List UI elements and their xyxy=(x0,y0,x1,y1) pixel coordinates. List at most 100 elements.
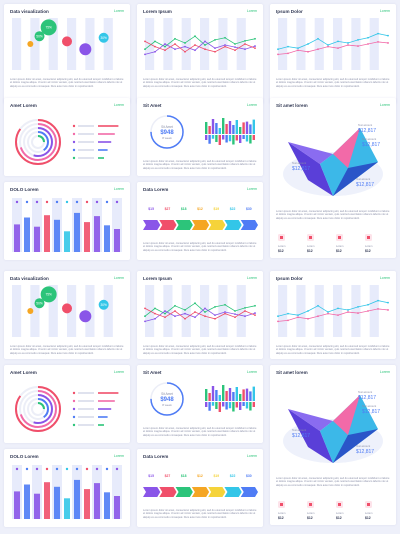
bar xyxy=(114,229,120,252)
arrow-step xyxy=(208,487,226,497)
card-link[interactable]: Lorem xyxy=(113,370,124,374)
card-link[interactable]: Lorem xyxy=(113,103,124,107)
bubble-label: 30% xyxy=(100,36,107,40)
grid-stripe xyxy=(296,18,306,70)
grid-stripe xyxy=(181,285,191,337)
bar-up xyxy=(252,386,255,401)
card-title: Sit Amet xyxy=(143,103,162,108)
legend-bar xyxy=(98,125,119,127)
stat-tile-glyph xyxy=(338,236,341,239)
bubble-point xyxy=(34,298,45,309)
series-point xyxy=(277,315,279,318)
shape-label-value: $12,817 xyxy=(358,128,376,134)
bar-down xyxy=(245,135,249,142)
series-point xyxy=(317,304,319,307)
arrow-steps-chart: $15 $27 $18 $12 $19 $22 $30 xyxy=(143,474,258,497)
shape-label-name: Test amount xyxy=(362,137,376,141)
card-link[interactable]: Lorem xyxy=(246,187,257,191)
grid-stripe xyxy=(351,285,361,337)
series-point xyxy=(154,307,156,310)
card-link[interactable]: Lorem xyxy=(246,9,257,13)
card-link[interactable]: Lorem xyxy=(246,370,257,374)
stat-tile-glyph xyxy=(280,236,283,239)
shape-face-top-left xyxy=(288,142,333,164)
series-point xyxy=(337,40,339,43)
bar xyxy=(44,482,50,519)
bar-down xyxy=(222,135,225,140)
card-description: Lorem ipsum dolor sit amet, consectetur … xyxy=(143,160,257,170)
series-point xyxy=(307,310,309,312)
card-link[interactable]: Lorem xyxy=(246,103,257,107)
ring-chart xyxy=(15,386,119,432)
grid-stripe xyxy=(278,18,288,70)
arrow-step xyxy=(143,487,161,497)
bar-down xyxy=(242,135,245,139)
card-title: DOLO Lorem xyxy=(10,187,39,192)
series-point xyxy=(377,41,379,43)
bubble-point xyxy=(62,303,72,314)
grid-stripe xyxy=(112,198,122,252)
legend-dot xyxy=(72,124,76,128)
series-point xyxy=(154,50,156,53)
card-data-visualization: Data visualization Lorem 50% 75% 30% Lorem… xyxy=(4,271,130,359)
series-point xyxy=(164,43,166,45)
series-point xyxy=(317,48,319,51)
line-chart xyxy=(277,285,389,337)
series-point xyxy=(277,320,279,323)
ring-arc xyxy=(27,131,49,153)
series-point xyxy=(387,301,389,304)
bar xyxy=(44,215,50,252)
series-point xyxy=(164,312,166,315)
bar-top-dot xyxy=(85,200,89,204)
card-title: DOLO Lorem xyxy=(10,454,39,459)
series-line xyxy=(277,300,389,317)
bar-chart xyxy=(12,198,122,252)
bar xyxy=(14,224,20,252)
card-link[interactable]: Lorem xyxy=(379,103,390,107)
bar-down xyxy=(208,402,211,411)
bubble-chart: 50%75% 30% xyxy=(12,285,113,337)
bar-down xyxy=(228,402,232,409)
bar-up xyxy=(228,121,232,134)
card-link[interactable]: Lorem xyxy=(379,370,390,374)
bar-down xyxy=(252,402,255,407)
series-point xyxy=(234,43,236,45)
arrow-step-value: $15 xyxy=(148,207,154,211)
stat-tile-glyph xyxy=(280,503,283,506)
bar-up xyxy=(235,387,238,401)
bar xyxy=(54,219,60,252)
card-link[interactable]: Lorem xyxy=(379,9,390,13)
bar-top-dot xyxy=(115,200,119,204)
legend-line xyxy=(78,424,94,426)
card-link[interactable]: Lorem xyxy=(246,454,257,458)
card-link[interactable]: Lorem xyxy=(246,276,257,280)
series-point xyxy=(254,312,256,314)
card-data-visualization: Data visualization Lorem 50% 75% 30% Lorem… xyxy=(4,4,130,104)
series-point xyxy=(277,48,279,51)
card-link[interactable]: Lorem xyxy=(113,9,124,13)
bar-up xyxy=(249,124,252,134)
card-link[interactable]: Lorem xyxy=(379,276,390,280)
series-point xyxy=(367,36,369,39)
card-description: Lorem ipsum dolor sit amet, consectetur … xyxy=(143,509,257,519)
card-description: Lorem ipsum dolor sit amet, consectetur … xyxy=(143,427,257,437)
card-title: Data Lorem xyxy=(143,454,169,459)
card-link[interactable]: Lorem xyxy=(113,454,124,458)
ring-arc xyxy=(19,390,57,428)
series-point xyxy=(144,307,146,310)
card-sit-amet-lorem: Sit amet lorem Lorem Test amount $12,817 T… xyxy=(270,365,396,525)
card-description: Lorem ipsum dolor sit amet, consectetur … xyxy=(143,345,257,355)
bubble-point xyxy=(27,308,34,314)
bar xyxy=(94,483,100,519)
series-point xyxy=(194,311,196,313)
card-link[interactable]: Lorem xyxy=(113,187,124,191)
series-point xyxy=(337,47,339,50)
shape-label-name: Test amount xyxy=(292,428,306,432)
bar-down xyxy=(235,135,238,141)
card-link[interactable]: Lorem xyxy=(113,276,124,280)
series-point xyxy=(174,304,176,307)
card-description: Lorem ipsum dolor sit amet, consectetur … xyxy=(143,242,257,252)
bubble-point xyxy=(79,43,92,56)
legend-line xyxy=(78,416,94,418)
